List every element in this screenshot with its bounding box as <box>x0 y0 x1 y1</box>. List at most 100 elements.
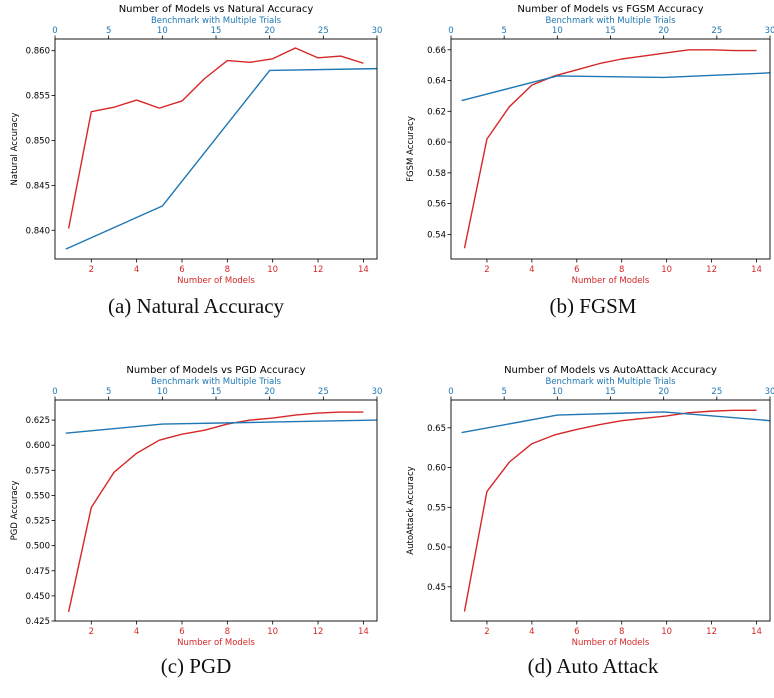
x-axis-label: Number of Models <box>572 276 650 286</box>
x-tick-label: 14 <box>358 627 369 637</box>
y-tick-label: 0.56 <box>427 200 446 210</box>
y-tick-label: 0.525 <box>26 517 50 527</box>
x2-tick-label: 30 <box>765 387 774 397</box>
y-tick-label: 0.855 <box>26 92 50 102</box>
y-tick-label: 0.475 <box>26 567 50 577</box>
plot-frame <box>450 38 771 260</box>
x-tick-label: 6 <box>179 627 184 637</box>
x-tick-label: 10 <box>267 627 278 637</box>
x-tick-label: 10 <box>661 627 672 637</box>
x-tick-label: 12 <box>313 265 324 275</box>
x-tick-label: 12 <box>706 265 717 275</box>
x-tick-label: 10 <box>661 265 672 275</box>
chart-natural-accuracy: 2 4 6 8 10 12 14 0 5 10 15 20 25 30 0.840 0.845 0.850 0.8… <box>10 4 383 286</box>
x2-tick-label: 30 <box>765 26 774 36</box>
y-tick-label: 0.425 <box>26 617 50 627</box>
chart-fgsm-accuracy: 2 4 6 8 10 12 14 0 5 10 15 20 25 30 0.54 0.56 0.58 0.60 0.… <box>406 4 774 286</box>
y-tick-label: 0.600 <box>26 441 50 451</box>
x-tick-label: 8 <box>619 265 624 275</box>
x2-tick-label: 15 <box>605 387 616 397</box>
caption-auto-attack: (d) Auto Attack <box>527 654 659 678</box>
chart-title: Number of Models vs AutoAttack Accuracy <box>504 365 717 376</box>
y-tick-label: 0.845 <box>26 181 50 191</box>
plot-frame <box>54 38 378 260</box>
x2-tick-label: 0 <box>52 387 57 397</box>
x-tick-label: 12 <box>313 627 324 637</box>
y-tick-label: 0.58 <box>427 169 446 179</box>
x-axis-label: Number of Models <box>177 276 255 286</box>
series-line-models <box>67 411 364 613</box>
series-line-benchmark <box>461 411 771 434</box>
plot-frame <box>54 399 378 622</box>
x2-axis-label: Benchmark with Multiple Trials <box>151 377 282 387</box>
y-tick-label: 0.64 <box>427 77 446 87</box>
caption-fgsm: (b) FGSM <box>549 294 637 318</box>
x2-tick-label: 20 <box>264 387 275 397</box>
x2-tick-label: 20 <box>658 387 669 397</box>
y-axis-label: PGD Accuracy <box>10 481 20 541</box>
x2-tick-label: 30 <box>372 387 383 397</box>
x2-tick-label: 10 <box>552 26 563 36</box>
y-tick-label: 0.60 <box>427 138 446 148</box>
caption-natural-accuracy: (a) Natural Accuracy <box>107 294 285 318</box>
x-tick-label: 2 <box>89 265 94 275</box>
y-tick-label: 0.625 <box>26 416 50 426</box>
chart-title: Number of Models vs FGSM Accuracy <box>517 4 703 15</box>
x2-axis-label: Benchmark with Multiple Trials <box>545 377 676 387</box>
x2-axis-label: Benchmark with Multiple Trials <box>545 16 676 26</box>
x2-tick-label: 5 <box>106 26 111 36</box>
chart-title: Number of Models vs Natural Accuracy <box>119 4 314 15</box>
x2-tick-label: 15 <box>211 26 222 36</box>
x-tick-label: 2 <box>484 265 489 275</box>
y-tick-label: 0.66 <box>427 46 446 56</box>
series-line-benchmark <box>65 67 378 250</box>
x2-tick-label: 15 <box>211 387 222 397</box>
y-tick-label: 0.840 <box>26 226 50 236</box>
y-axis-label: AutoAttack Accuracy <box>406 466 416 554</box>
y-tick-label: 0.54 <box>427 230 446 240</box>
y-tick-label: 0.550 <box>26 491 50 501</box>
plot-frame <box>450 399 771 622</box>
x-tick-label: 2 <box>484 627 489 637</box>
series-line-models <box>463 409 757 612</box>
y-tick-label: 0.45 <box>427 583 446 593</box>
x-tick-label: 6 <box>574 627 579 637</box>
x2-tick-label: 25 <box>318 26 329 36</box>
x2-tick-label: 10 <box>157 26 168 36</box>
x2-tick-label: 5 <box>501 387 506 397</box>
series-line-benchmark <box>461 72 771 102</box>
chart-pgd-accuracy: 2 4 6 8 10 12 14 0 5 10 15 20 25 30 0.425 0.450 0.475 0.5… <box>10 365 383 648</box>
x-tick-label: 2 <box>89 627 94 637</box>
x2-tick-label: 10 <box>552 387 563 397</box>
x2-tick-label: 25 <box>318 387 329 397</box>
y-tick-label: 0.55 <box>427 503 446 513</box>
y-tick-label: 0.60 <box>427 464 446 474</box>
x2-axis-label: Benchmark with Multiple Trials <box>151 16 282 26</box>
x2-tick-label: 5 <box>501 26 506 36</box>
x-tick-label: 6 <box>179 265 184 275</box>
x-axis-label: Number of Models <box>177 638 255 648</box>
x-tick-label: 14 <box>751 627 762 637</box>
x-tick-label: 4 <box>134 627 139 637</box>
x-tick-label: 12 <box>706 627 717 637</box>
x-tick-label: 8 <box>619 627 624 637</box>
x2-tick-label: 5 <box>106 387 111 397</box>
y-tick-label: 0.575 <box>26 466 50 476</box>
y-tick-label: 0.500 <box>26 542 50 552</box>
x-tick-label: 8 <box>225 265 230 275</box>
y-tick-label: 0.62 <box>427 107 446 117</box>
series-line-benchmark <box>65 419 378 434</box>
chart-autoattack-accuracy: 2 4 6 8 10 12 14 0 5 10 15 20 25 30 0.45 0.50 0.55 0.60 0.… <box>406 365 774 648</box>
x2-tick-label: 0 <box>52 26 57 36</box>
x-tick-label: 14 <box>751 265 762 275</box>
x2-tick-label: 20 <box>264 26 275 36</box>
x-axis-label: Number of Models <box>572 638 650 648</box>
x2-tick-label: 15 <box>605 26 616 36</box>
y-tick-label: 0.450 <box>26 592 50 602</box>
y-tick-label: 0.50 <box>427 543 446 553</box>
x-tick-label: 4 <box>529 627 534 637</box>
x2-tick-label: 0 <box>448 387 453 397</box>
x2-tick-label: 20 <box>658 26 669 36</box>
x2-tick-label: 30 <box>372 26 383 36</box>
